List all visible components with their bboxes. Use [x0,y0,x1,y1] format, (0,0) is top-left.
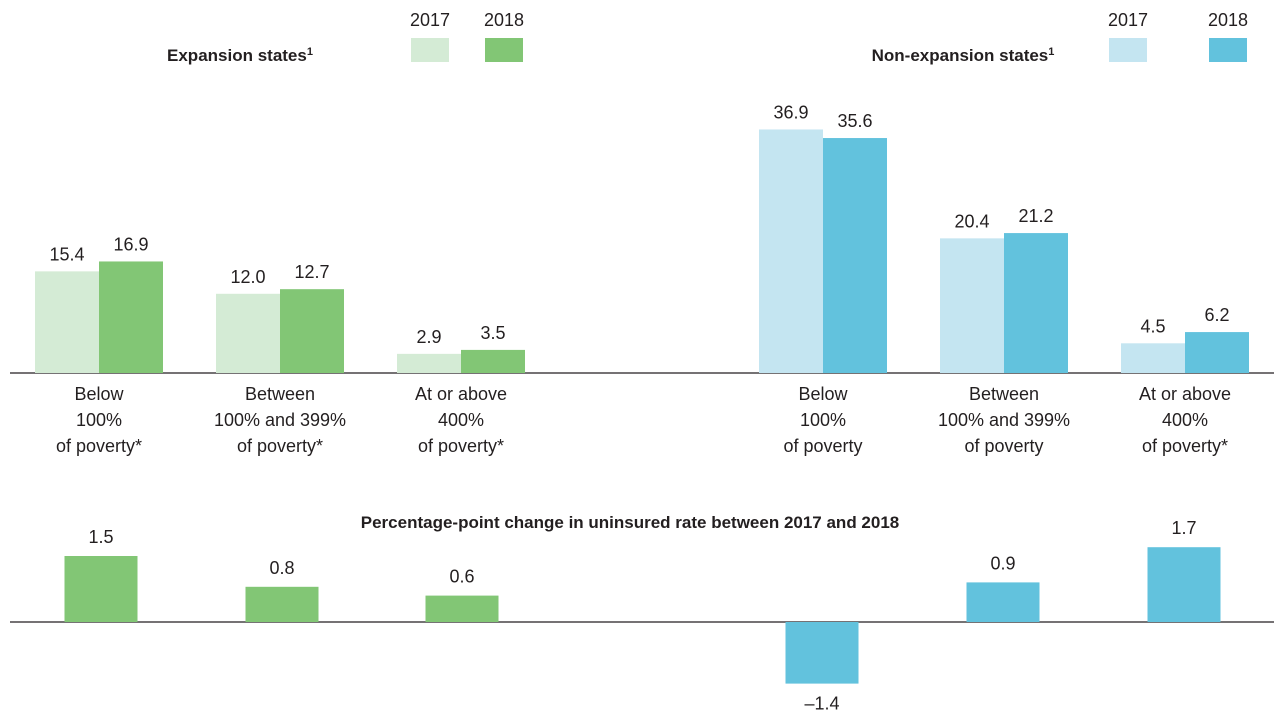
expansion-value-2017-2: 2.9 [416,327,441,347]
non-expansion-value-2017-2: 4.5 [1140,316,1165,336]
non-expansion-value-2018-1: 21.2 [1018,206,1053,226]
change-value-2: 0.6 [449,567,474,587]
non-expansion-value-2017-0: 36.9 [773,102,808,122]
expansion-value-2018-2: 3.5 [480,323,505,343]
expansion-category-label-1-2: of poverty* [237,436,323,456]
non-expansion-category-label-1-1: 100% and 399% [938,410,1070,430]
expansion-bar-2018-1 [280,289,344,373]
change-bar-1 [245,586,319,622]
non-expansion-category-label-1-2: of poverty [964,436,1043,456]
expansion-legend-swatch-2018 [485,38,523,62]
expansion-value-2017-1: 12.0 [230,267,265,287]
non-expansion-legend-label-2018: 2018 [1208,10,1248,30]
expansion-category-label-0-0: Below [74,384,124,404]
non-expansion-bar-2017-1 [940,238,1004,373]
non-expansion-legend-swatch-2018 [1209,38,1247,62]
non-expansion-category-label-0-2: of poverty [783,436,862,456]
change-bar-4 [966,582,1040,622]
change-value-0: 1.5 [88,527,113,547]
non-expansion-bar-2017-0 [759,129,823,373]
non-expansion-category-label-1-0: Between [969,384,1039,404]
expansion-bar-2018-0 [99,261,163,373]
expansion-category-label-1-0: Between [245,384,315,404]
expansion-value-2018-0: 16.9 [113,234,148,254]
change-value-5: 1.7 [1171,518,1196,538]
expansion-category-label-0-2: of poverty* [56,436,142,456]
expansion-category-label-2-2: of poverty* [418,436,504,456]
expansion-category-label-0-1: 100% [76,410,122,430]
change-value-4: 0.9 [990,553,1015,573]
expansion-bar-2018-2 [461,349,525,373]
expansion-legend-swatch-2017 [411,38,449,62]
non-expansion-category-label-0-0: Below [798,384,848,404]
expansion-category-label-2-0: At or above [415,384,507,404]
expansion-bar-2017-1 [216,293,280,373]
change-bar-0 [64,556,138,622]
change-title: Percentage-point change in uninsured rat… [361,513,900,532]
expansion-value-2018-1: 12.7 [294,262,329,282]
non-expansion-category-label-0-1: 100% [800,410,846,430]
expansion-value-2017-0: 15.4 [49,244,84,264]
change-bar-5 [1147,547,1221,622]
expansion-bar-2017-2 [397,353,461,373]
change-value-1: 0.8 [269,558,294,578]
change-bar-2 [425,595,499,622]
non-expansion-bar-2018-1 [1004,233,1068,373]
non-expansion-bar-2018-2 [1185,332,1249,373]
expansion-category-label-1-1: 100% and 399% [214,410,346,430]
non-expansion-title: Non-expansion states1 [872,46,1055,65]
non-expansion-bar-2017-2 [1121,343,1185,373]
non-expansion-legend-label-2017: 2017 [1108,10,1148,30]
expansion-legend-label-2018: 2018 [484,10,524,30]
expansion-bar-2017-0 [35,271,99,373]
non-expansion-value-2018-2: 6.2 [1204,305,1229,325]
non-expansion-bar-2018-0 [823,138,887,373]
change-bar-3 [785,622,859,684]
non-expansion-category-label-2-1: 400% [1162,410,1208,430]
expansion-title: Expansion states1 [167,46,313,65]
expansion-legend-label-2017: 2017 [410,10,450,30]
non-expansion-legend-swatch-2017 [1109,38,1147,62]
change-value-3: –1.4 [804,694,839,713]
non-expansion-category-label-2-2: of poverty* [1142,436,1228,456]
non-expansion-value-2018-0: 35.6 [837,111,872,131]
non-expansion-category-label-2-0: At or above [1139,384,1231,404]
non-expansion-value-2017-1: 20.4 [954,211,989,231]
expansion-category-label-2-1: 400% [438,410,484,430]
